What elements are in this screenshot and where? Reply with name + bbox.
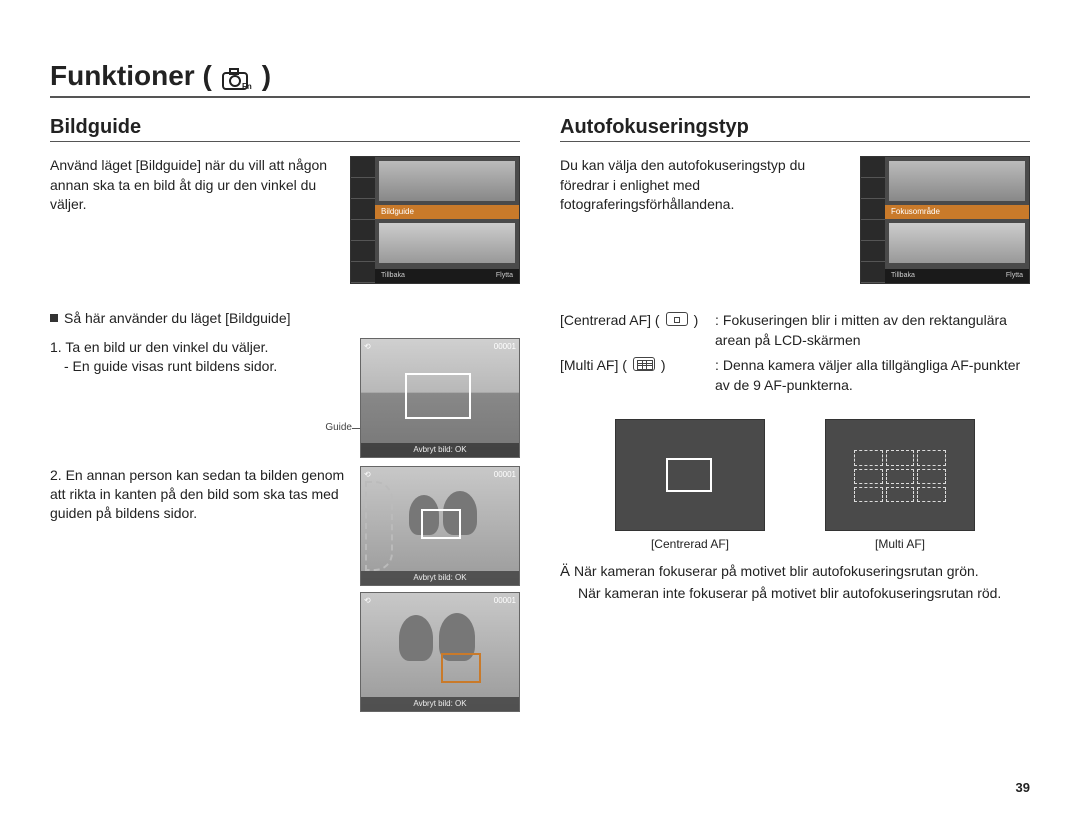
right-column: Autofokuseringstyp Du kan välja den auto…: [560, 116, 1030, 720]
left-column: Bildguide Använd läget [Bildguide] när d…: [50, 116, 520, 720]
preview-2: ⟲00001 Avbryt bild: OK: [360, 466, 520, 586]
page-title: Funktioner ( Fn ): [50, 60, 1030, 98]
center-af-demo: [Centrerad AF]: [615, 419, 765, 551]
howto-label: Så här använder du läget [Bildguide]: [64, 310, 291, 326]
title-prefix: Funktioner (: [50, 60, 212, 92]
bildguide-menu-screenshot: Bildguide Tillbaka Flytta: [350, 156, 520, 284]
preview-3: ⟲00001 Avbryt bild: OK: [360, 592, 520, 712]
menu-highlight: Bildguide: [375, 205, 519, 219]
preview-count-3: 00001: [494, 596, 516, 605]
left-heading: Bildguide: [50, 116, 520, 142]
menu-back: Tillbaka: [381, 269, 405, 283]
preview-caption-3: Avbryt bild: OK: [361, 697, 519, 711]
multi-af-icon: [633, 357, 655, 371]
preview-1: ⟲00001 Avbryt bild: OK: [360, 338, 520, 458]
af-center-desc: :Fokuseringen blir i mitten av den rekta…: [715, 310, 1030, 351]
step1-text: 1. Ta en bild ur den vinkel du väljer.: [50, 338, 350, 357]
center-af-caption: [Centrerad AF]: [615, 537, 765, 551]
af-multi-label-text: [Multi AF] (: [560, 355, 627, 375]
af-multi-label-end: ): [661, 355, 666, 375]
preview-count-2: 00001: [494, 470, 516, 479]
af-menu-back: Tillbaka: [891, 269, 915, 283]
square-bullet-icon: [50, 314, 58, 322]
svg-text:Fn: Fn: [242, 82, 252, 90]
preview-caption-1: Avbryt bild: OK: [361, 443, 519, 457]
right-intro: Du kan välja den autofokuseringstyp du f…: [560, 156, 846, 284]
preview-count: 00001: [494, 342, 516, 351]
step1: 1. Ta en bild ur den vinkel du väljer. -…: [50, 338, 350, 434]
camera-fn-icon: Fn: [222, 65, 252, 87]
note-line-1: När kameran fokuserar på motivet blir au…: [574, 563, 979, 579]
left-intro: Använd läget [Bildguide] när du vill att…: [50, 156, 336, 284]
title-suffix: ): [262, 60, 271, 92]
guide-pointer-label: Guide: [50, 421, 352, 435]
note-symbol: Ä: [560, 563, 570, 580]
af-center-desc-text: Fokuseringen blir i mitten av den rektan…: [715, 312, 1007, 348]
howto-heading: Så här använder du läget [Bildguide]: [50, 310, 520, 326]
right-heading: Autofokuseringstyp: [560, 116, 1030, 142]
step1-sub: - En guide visas runt bildens sidor.: [50, 357, 350, 376]
af-center-label: [Centrerad AF] (): [560, 310, 715, 351]
af-menu-move: Flytta: [1006, 269, 1023, 283]
af-multi-desc-text: Denna kamera väljer alla tillgängliga AF…: [715, 357, 1020, 393]
af-menu-screenshot: Fokusområde Tillbaka Flytta: [860, 156, 1030, 284]
af-multi-desc: :Denna kamera väljer alla tillgängliga A…: [715, 355, 1030, 396]
menu-move: Flytta: [496, 269, 513, 283]
af-menu-highlight: Fokusområde: [885, 205, 1029, 219]
af-center-label-text: [Centrerad AF] (: [560, 310, 660, 330]
multi-af-demo: [Multi AF]: [825, 419, 975, 551]
page-number: 39: [1016, 780, 1030, 795]
af-type-list: [Centrerad AF] () :Fokuseringen blir i m…: [560, 310, 1030, 395]
af-center-label-end: ): [694, 310, 699, 330]
step2: 2. En annan person kan sedan ta bilden g…: [50, 466, 350, 523]
af-note: ÄNär kameran fokuserar på motivet blir a…: [560, 561, 1030, 603]
note-line-2: När kameran inte fokuserar på motivet bl…: [560, 583, 1030, 603]
multi-af-caption: [Multi AF]: [825, 537, 975, 551]
preview-caption-2: Avbryt bild: OK: [361, 571, 519, 585]
af-multi-label: [Multi AF] (): [560, 355, 715, 396]
center-af-icon: [666, 312, 688, 326]
